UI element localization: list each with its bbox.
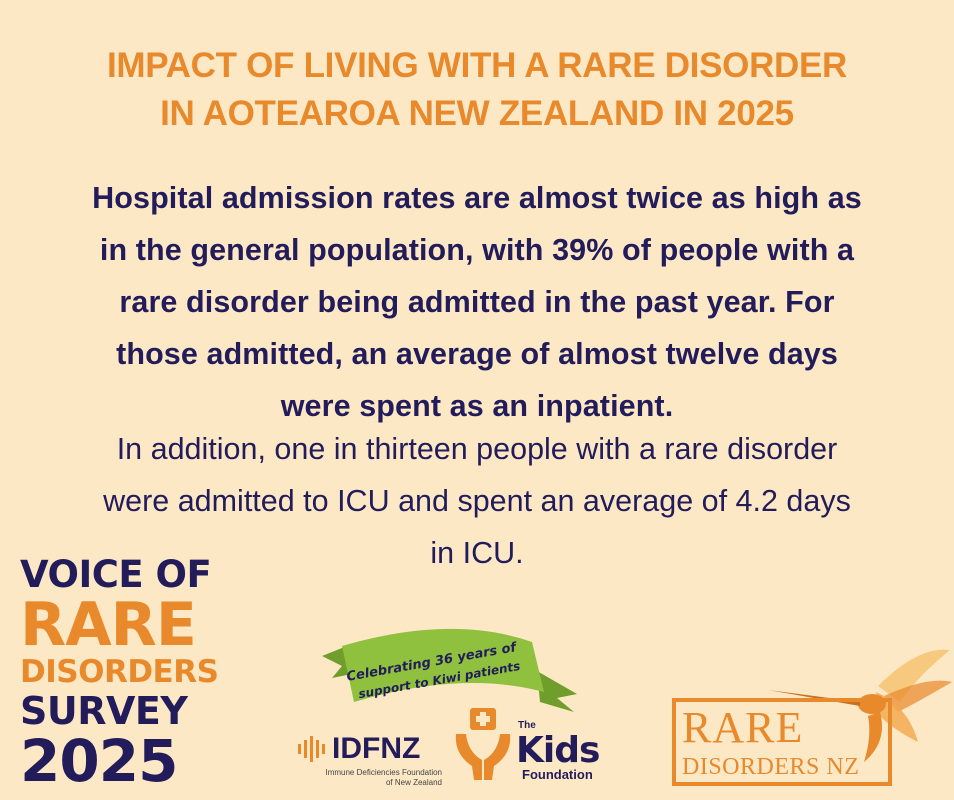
lead-line: in the general population, with 39% of p… bbox=[99, 233, 855, 267]
survey-logo-line: DISORDERS bbox=[20, 654, 219, 690]
idfnz-subtitle: Immune Deficiencies Foundation of New Ze… bbox=[296, 768, 442, 788]
follow-line: in ICU. bbox=[430, 536, 524, 570]
idfnz-bars-icon bbox=[298, 736, 325, 762]
kids-foundation-logo: The Kids Foundation bbox=[452, 700, 612, 790]
lead-line: Hospital admission rates are almost twic… bbox=[92, 181, 862, 215]
lead-line: rare disorder being admitted in the past… bbox=[119, 285, 835, 319]
follow-line: were admitted to ICU and spent an averag… bbox=[103, 484, 851, 518]
idfnz-subtitle-line: Immune Deficiencies Foundation bbox=[325, 768, 442, 777]
survey-logo-line: RARE bbox=[20, 590, 197, 660]
survey-logo-line: 2025 bbox=[20, 727, 178, 795]
title-line-2: IN AOTEAROA NEW ZEALAND IN 2025 bbox=[160, 94, 794, 133]
lead-paragraph: Hospital admission rates are almost twic… bbox=[10, 172, 944, 432]
idfnz-logo: IDFNZ Immune Deficiencies Foundation of … bbox=[292, 728, 442, 798]
kids-name: Kids bbox=[516, 730, 600, 771]
rdnz-disorders-label: DISORDERS NZ bbox=[682, 754, 860, 780]
celebrating-banner: Celebrating 36 years of support to Kiwi … bbox=[322, 628, 577, 712]
follow-line: In addition, one in thirteen people with… bbox=[116, 432, 838, 466]
idfnz-name: IDFNZ bbox=[332, 732, 421, 765]
rdnz-frame bbox=[672, 698, 892, 786]
lead-line: were spent as an inpatient. bbox=[280, 389, 674, 423]
kids-foundation-label: Foundation bbox=[522, 767, 593, 782]
page-title: IMPACT OF LIVING WITH A RARE DISORDER IN… bbox=[0, 42, 954, 138]
survey-logo-line: SURVEY bbox=[20, 689, 188, 733]
hands-medical-kit-icon bbox=[455, 708, 511, 780]
hummingbird-icon bbox=[768, 649, 952, 762]
follow-paragraph: In addition, one in thirteen people with… bbox=[10, 423, 944, 579]
kids-the-label: The bbox=[518, 720, 536, 731]
title-line-1: IMPACT OF LIVING WITH A RARE DISORDER bbox=[106, 46, 848, 85]
voice-of-rare-disorders-survey-logo: VOICE OF RARE DISORDERS SURVEY 2025 bbox=[20, 556, 240, 790]
idfnz-subtitle-line: of New Zealand bbox=[385, 778, 442, 787]
rdnz-rare-label: RARE bbox=[682, 703, 804, 752]
survey-logo-line: VOICE OF bbox=[20, 553, 212, 596]
rare-disorders-nz-logo: RARE DISORDERS NZ bbox=[668, 646, 954, 800]
lead-line: those admitted, an average of almost twe… bbox=[116, 337, 838, 371]
